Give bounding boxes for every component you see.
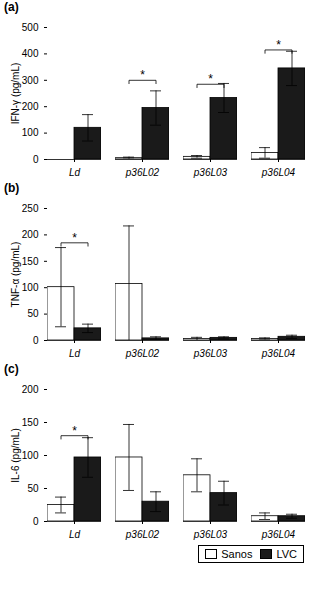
html-text:LVC: LVC (276, 548, 297, 560)
svg-text:p36L04: p36L04 (261, 167, 296, 178)
svg-text:150: 150 (22, 256, 39, 267)
html-text:(b): (b) (4, 181, 20, 195)
svg-text:0: 0 (33, 516, 39, 527)
svg-text:IFN-γ (pg/mL): IFN-γ (pg/mL) (10, 63, 21, 125)
svg-text:p36L02: p36L02 (125, 348, 160, 359)
svg-text:300: 300 (22, 75, 39, 86)
svg-text:p36L03: p36L03 (193, 529, 228, 540)
svg-text:*: * (72, 424, 77, 438)
svg-text:50: 50 (27, 483, 39, 494)
svg-text:250: 250 (22, 203, 39, 214)
svg-text:Ld: Ld (69, 529, 81, 540)
svg-text:200: 200 (22, 101, 39, 112)
svg-text:150: 150 (22, 417, 39, 428)
svg-text:100: 100 (22, 282, 39, 293)
svg-text:p36L02: p36L02 (125, 167, 160, 178)
svg-text:p36L04: p36L04 (261, 529, 296, 540)
svg-text:p36L04: p36L04 (261, 348, 296, 359)
svg-text:*: * (208, 72, 213, 86)
svg-text:p36L03: p36L03 (193, 167, 228, 178)
svg-text:*: * (140, 68, 145, 82)
svg-text:100: 100 (22, 450, 39, 461)
svg-text:TNF-α (pg/mL): TNF-α (pg/mL) (10, 242, 21, 308)
svg-text:Ld: Ld (69, 167, 81, 178)
svg-text:p36L02: p36L02 (125, 529, 160, 540)
svg-text:200: 200 (22, 384, 39, 395)
svg-text:0: 0 (33, 335, 39, 346)
svg-text:0: 0 (33, 154, 39, 165)
svg-text:Ld: Ld (69, 348, 81, 359)
svg-text:p36L03: p36L03 (193, 348, 228, 359)
svg-text:200: 200 (22, 229, 39, 240)
html-text:(a): (a) (4, 0, 19, 14)
svg-text:*: * (72, 231, 77, 245)
svg-text:50: 50 (27, 308, 39, 319)
svg-text:100: 100 (22, 127, 39, 138)
svg-text:500: 500 (22, 22, 39, 33)
svg-text:*: * (276, 38, 281, 52)
html-text:Sanos: Sanos (221, 548, 253, 560)
html-text:(c): (c) (4, 362, 19, 376)
svg-text:IL-6 (pg/mL): IL-6 (pg/mL) (10, 428, 21, 482)
svg-text:400: 400 (22, 48, 39, 59)
